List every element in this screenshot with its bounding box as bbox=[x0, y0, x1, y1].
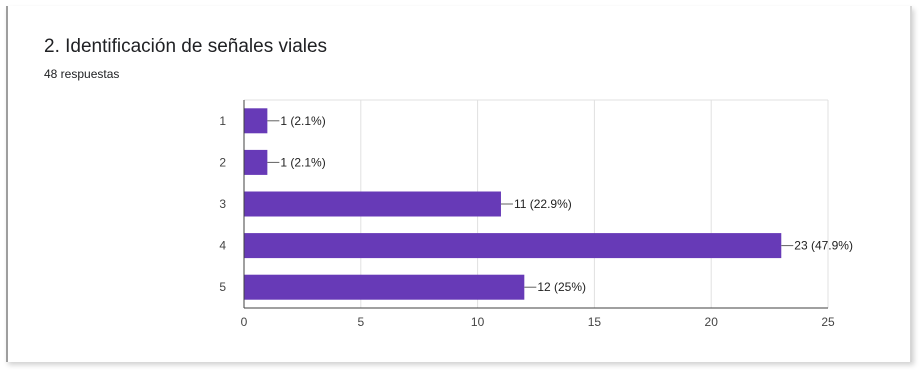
y-tick-label: 1 bbox=[219, 114, 226, 128]
x-tick-label: 20 bbox=[705, 315, 719, 329]
data-label: 11 (22.9%) bbox=[514, 197, 572, 211]
y-tick-label: 3 bbox=[219, 197, 226, 211]
axes bbox=[243, 100, 828, 309]
labels: 0 5 10 15 20 25 1 1 (2.1%) 2 1 (2.1%) 3 11 (22.9%) 4… bbox=[219, 114, 853, 329]
x-tick-label: 10 bbox=[471, 315, 485, 329]
response-count: 48 respuestas bbox=[44, 67, 120, 81]
bar bbox=[244, 191, 501, 217]
bar bbox=[244, 233, 782, 259]
x-tick-label: 5 bbox=[357, 315, 364, 329]
y-tick-label: 5 bbox=[219, 280, 226, 294]
data-label: 12 (25%) bbox=[537, 280, 586, 294]
data-label: 23 (47.9%) bbox=[794, 239, 853, 253]
x-tick-label: 0 bbox=[241, 315, 248, 329]
chart-card bbox=[6, 6, 912, 362]
bar bbox=[244, 274, 525, 300]
y-tick-label: 2 bbox=[219, 155, 226, 169]
bar bbox=[244, 108, 268, 134]
x-tick-label: 25 bbox=[821, 315, 835, 329]
data-label: 1 (2.1%) bbox=[280, 114, 325, 128]
bar bbox=[244, 149, 268, 175]
question-title: 2. Identificación de señales viales bbox=[44, 36, 328, 57]
data-label: 1 (2.1%) bbox=[280, 155, 325, 169]
y-tick-label: 4 bbox=[219, 239, 226, 253]
x-tick-label: 15 bbox=[588, 315, 602, 329]
bars bbox=[244, 108, 782, 300]
